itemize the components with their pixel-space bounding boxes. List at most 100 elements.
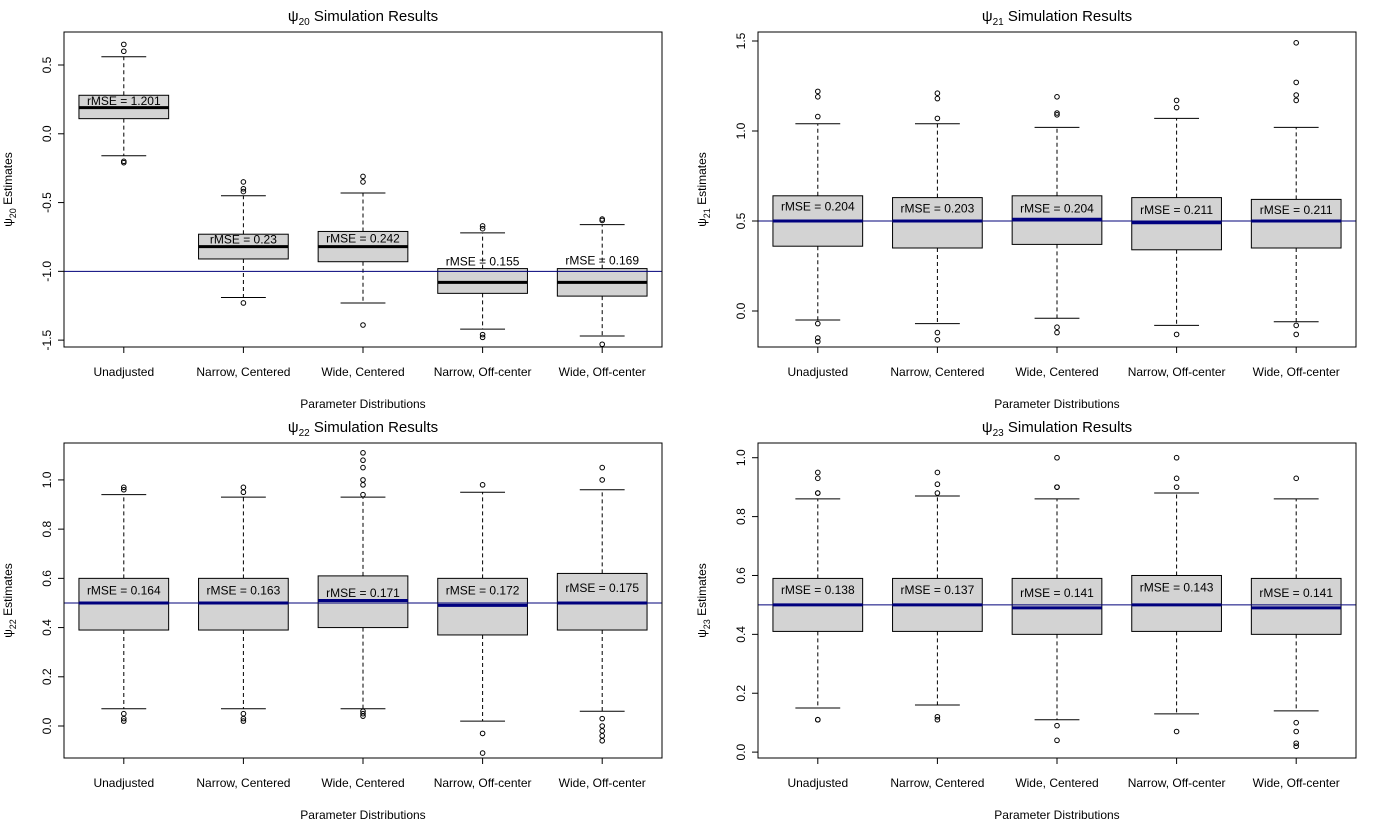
outlier-point	[360, 173, 366, 180]
outlier-point	[121, 484, 127, 491]
rmse-annotation: rMSE = 0.242	[326, 231, 400, 245]
box-3	[317, 173, 409, 328]
y-tick-label: 0.8	[40, 520, 54, 537]
rmse-annotation: rMSE = 0.203	[901, 201, 975, 215]
box-4	[437, 223, 528, 341]
y-tick-label: 1.0	[734, 449, 748, 466]
title-symbol: ψ	[982, 419, 993, 436]
outlier-point	[815, 469, 821, 476]
box-4	[437, 482, 528, 756]
x-tick-label: Unadjusted	[93, 776, 154, 790]
title-subscript: 23	[993, 428, 1005, 439]
outlier-point	[815, 716, 821, 723]
outlier-point	[815, 335, 821, 341]
outlier-point	[1173, 454, 1180, 461]
rmse-annotation: rMSE = 0.163	[207, 584, 281, 598]
y-tick-label: 0.8	[734, 508, 748, 525]
box-5	[556, 464, 648, 744]
ylabel-subscript: 20	[8, 208, 18, 218]
outlier-point	[1054, 454, 1060, 461]
ylabel-text: Estimates	[695, 152, 709, 208]
outlier-point	[1054, 112, 1060, 118]
outlier-point	[240, 718, 247, 724]
rmse-annotation: rMSE = 0.204	[781, 200, 855, 214]
x-tick-label: Narrow, Centered	[890, 365, 984, 379]
outlier-point	[1293, 79, 1299, 86]
x-tick-label: Wide, Centered	[321, 365, 404, 379]
y-tick-label: 0.6	[734, 567, 748, 584]
rmse-annotation: rMSE = 0.155	[446, 255, 520, 269]
outlier-point	[479, 730, 486, 737]
ylabel-subscript: 23	[702, 619, 712, 629]
outlier-point	[815, 320, 821, 327]
rmse-annotation: rMSE = 0.211	[1260, 203, 1333, 217]
outlier-point	[360, 450, 366, 456]
box-3	[1011, 94, 1103, 336]
y-axis-label: ψ21 Estimates	[695, 152, 712, 227]
outlier-point	[934, 90, 941, 96]
outlier-point	[479, 750, 486, 756]
outlier-point	[360, 708, 366, 715]
outlier-point	[1293, 719, 1299, 726]
rmse-annotation: rMSE = 0.175	[565, 581, 639, 595]
y-tick-label: 0.4	[734, 626, 748, 643]
outlier-point	[1293, 97, 1299, 104]
y-tick-label: 0.0	[734, 302, 748, 319]
rmse-annotation: rMSE = 0.171	[326, 586, 400, 600]
outlier-point	[360, 482, 366, 488]
x-tick-label: Narrow, Off-center	[434, 365, 532, 379]
title-subscript: 21	[993, 17, 1005, 28]
outlier-point	[479, 482, 486, 488]
outlier-point	[815, 338, 821, 345]
y-tick-label: 0.0	[734, 743, 748, 760]
box-5	[1250, 40, 1342, 338]
x-tick-label: Wide, Centered	[321, 776, 404, 790]
outlier-point	[121, 48, 127, 55]
outlier-point	[360, 477, 366, 483]
outlier-point	[1173, 484, 1180, 490]
outlier-point	[240, 489, 247, 496]
title-text: Simulation Results	[1004, 8, 1132, 25]
box-3	[317, 450, 409, 719]
x-tick-label: Wide, Centered	[1015, 776, 1098, 790]
outlier-point	[360, 464, 366, 471]
outlier-point	[121, 710, 127, 717]
outlier-point	[599, 715, 606, 722]
outlier-point	[934, 337, 941, 343]
rmse-annotation: rMSE = 0.164	[87, 584, 161, 598]
outlier-point	[599, 733, 606, 739]
x-tick-label: Wide, Off-center	[1253, 365, 1340, 379]
outlier-point	[1293, 331, 1299, 338]
outlier-point	[240, 710, 247, 717]
outlier-point	[934, 329, 941, 336]
y-tick-label: 0.4	[40, 619, 54, 636]
outlier-point	[815, 490, 821, 496]
outlier-point	[121, 159, 127, 166]
rmse-annotation: rMSE = 0.138	[781, 583, 855, 597]
box-2	[892, 90, 983, 343]
rmse-annotation: rMSE = 0.23	[210, 233, 277, 247]
outlier-point	[360, 179, 366, 185]
x-tick-label: Wide, Off-center	[559, 365, 646, 379]
outlier-point	[1054, 329, 1060, 336]
box-5	[556, 216, 648, 348]
plot-frame	[63, 442, 663, 759]
ylabel-subscript: 22	[8, 619, 18, 629]
outlier-point	[934, 716, 941, 723]
outlier-point	[1054, 484, 1060, 490]
outlier-point	[934, 469, 941, 476]
outlier-point	[815, 113, 821, 120]
y-tick-label: -1.5	[40, 329, 54, 350]
outlier-point	[240, 186, 247, 192]
title-symbol: ψ	[982, 8, 993, 25]
plot-frame	[757, 31, 1357, 348]
y-tick-label: 0.2	[40, 668, 54, 685]
ylabel-symbol: ψ	[695, 629, 709, 638]
y-tick-label: 0.0	[40, 125, 54, 142]
outlier-point	[1054, 94, 1060, 100]
ylabel-subscript: 21	[702, 208, 712, 218]
outlier-point	[1054, 110, 1060, 116]
